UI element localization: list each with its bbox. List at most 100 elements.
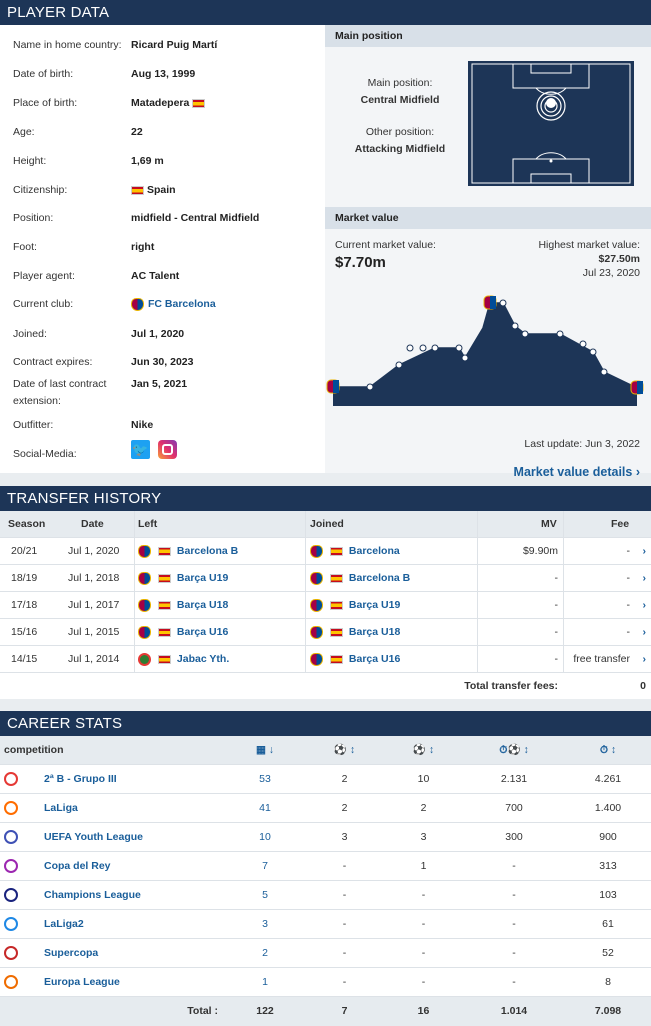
club-crest-icon (310, 625, 323, 639)
competition-link[interactable]: Supercopa (44, 947, 99, 959)
club-crest-icon (310, 544, 323, 558)
career-row: Champions League 5- - -103 (0, 881, 651, 910)
joined-club-link[interactable]: Barcelona (348, 545, 400, 557)
joined-club-link[interactable]: Barça U16 (348, 653, 401, 665)
barcelona-crest-icon (131, 297, 144, 311)
competition-logo-icon (4, 975, 18, 989)
joined-club-link[interactable]: Barça U19 (348, 599, 401, 611)
competition-link[interactable]: LaLiga (44, 802, 78, 814)
other-position-label: Other position: (365, 126, 435, 138)
club-crest-icon (138, 598, 151, 612)
transfer-row[interactable]: 17/18 Jul 1, 2017 Barça U18 Barça U19- - › (0, 592, 651, 619)
assists-sort-icon[interactable]: ⚽ ↕ (412, 744, 435, 756)
career-row: Europa League 1- - -8 (0, 968, 651, 997)
goals-sort-icon[interactable]: ⚽ ↕ (333, 744, 356, 756)
minutes-sort-icon[interactable]: ⏱ ↕ (599, 744, 617, 756)
player-info: Name in home country: Ricard Puig Martí D… (13, 39, 260, 460)
appearances-link[interactable]: 7 (262, 860, 268, 872)
chevron-right-icon[interactable]: › (642, 626, 647, 638)
left-club-link[interactable]: Barça U16 (176, 626, 229, 638)
market-value-header: Market value (325, 207, 651, 229)
club-link[interactable]: FC Barcelona (148, 298, 216, 310)
appearances-link[interactable]: 10 (259, 831, 271, 843)
current-mv-value: $7.70m (335, 254, 386, 271)
competition-logo-icon (4, 830, 18, 844)
competition-link[interactable]: Europa League (44, 976, 120, 988)
transfer-history-section: TRANSFER HISTORY Season Date Left Joined… (0, 486, 651, 699)
club-crest-icon (310, 598, 323, 612)
competition-logo-icon (4, 772, 18, 786)
player-data-header: PLAYER DATA (0, 0, 651, 25)
highest-mv-label: Highest market value: (538, 239, 640, 251)
chevron-right-icon[interactable]: › (642, 572, 647, 584)
market-value-chart (326, 295, 644, 406)
spain-flag-icon (330, 546, 343, 556)
main-position-value: Central Midfield (360, 94, 440, 106)
career-row: 2ª B - Grupo III 53 2 10 2.131 4.261 (0, 765, 651, 794)
dob-link[interactable]: Aug 13, 1999 (131, 68, 196, 80)
career-table-header: competition ▦ ↓ ⚽ ↕ ⚽ ↕ ⏱⚽ ↕ ⏱ ↕ (0, 736, 651, 765)
competition-link[interactable]: UEFA Youth League (44, 831, 143, 843)
instagram-icon[interactable] (157, 440, 177, 459)
transfer-total-row: Total transfer fees: 0 (464, 680, 646, 692)
career-row: Copa del Rey 7-1-313 (0, 852, 651, 881)
highest-mv-date: Jul 23, 2020 (582, 267, 640, 279)
transfer-table-header: Season Date Left Joined MV Fee (0, 511, 651, 538)
transfer-row[interactable]: 20/21 Jul 1, 2020 Barcelona B Barcelona $9… (0, 538, 651, 565)
spain-flag-icon (158, 654, 171, 664)
spain-flag-icon (158, 573, 171, 583)
main-position-label: Main position: (367, 77, 433, 89)
spain-flag-icon (192, 98, 206, 108)
other-position-value: Attacking Midfield (354, 143, 446, 155)
spain-flag-icon (330, 627, 343, 637)
club-crest-icon (138, 571, 151, 585)
current-mv-label: Current market value: (335, 239, 436, 251)
player-data-section: PLAYER DATA Name in home country: Ricard … (0, 0, 651, 479)
chevron-right-icon[interactable]: › (642, 653, 647, 665)
left-club-link[interactable]: Jabac Yth. (176, 653, 230, 665)
side-panel: Main position Main position: Central Mid… (325, 25, 651, 479)
appearances-link[interactable]: 41 (259, 802, 271, 814)
transfer-row[interactable]: 18/19 Jul 1, 2018 Barça U19 Barcelona B--… (0, 565, 651, 592)
career-stats-header: CAREER STATS (0, 711, 651, 736)
career-total-row: Total : 122 7 16 1.014 7.098 (0, 997, 651, 1026)
spain-flag-icon (158, 600, 171, 610)
competition-logo-icon (4, 859, 18, 873)
competition-link[interactable]: Champions League (44, 889, 141, 901)
joined-club-link[interactable]: Barça U18 (348, 626, 401, 638)
appearances-link[interactable]: 53 (259, 773, 271, 785)
twitter-icon[interactable]: 🐦 (131, 440, 150, 459)
competition-logo-icon (4, 801, 18, 815)
left-club-link[interactable]: Barça U19 (176, 572, 229, 584)
competition-link[interactable]: Copa del Rey (44, 860, 111, 872)
competition-logo-icon (4, 917, 18, 931)
appearances-link[interactable]: 3 (262, 918, 268, 930)
spain-flag-icon (330, 573, 343, 583)
joined-club-link[interactable]: Barcelona B (348, 572, 411, 584)
highest-mv-value: $27.50m (598, 253, 640, 265)
transfer-row[interactable]: 14/15 Jul 1, 2014 Jabac Yth. Barça U16- fr… (0, 646, 651, 673)
last-update: Last update: Jun 3, 2022 (524, 438, 640, 450)
appearances-link[interactable]: 1 (262, 976, 268, 988)
appearances-link[interactable]: 5 (262, 889, 268, 901)
left-club-link[interactable]: Barça U18 (176, 599, 229, 611)
chevron-right-icon: › (635, 465, 640, 479)
spain-flag-icon (158, 627, 171, 637)
left-club-link[interactable]: Barcelona B (176, 545, 239, 557)
competition-logo-icon (4, 946, 18, 960)
minutes-per-goal-sort-icon[interactable]: ⏱⚽ ↕ (499, 744, 529, 756)
club-crest-icon (310, 652, 323, 666)
career-row: LaLiga2 3- - -61 (0, 910, 651, 939)
market-value-details-link[interactable]: Market value details › (513, 465, 640, 479)
transfer-row[interactable]: 15/16 Jul 1, 2015 Barça U16 Barça U18- - › (0, 619, 651, 646)
competition-link[interactable]: 2ª B - Grupo III (44, 773, 117, 785)
agent-link[interactable]: AC Talent (131, 270, 180, 282)
career-row: LaLiga 41 2 2 700 1.400 (0, 794, 651, 823)
pitch-diagram (468, 61, 634, 186)
appearances-sort-icon[interactable]: ▦ ↓ (255, 744, 275, 756)
appearances-link[interactable]: 2 (262, 947, 268, 959)
chevron-right-icon[interactable]: › (642, 545, 647, 557)
chevron-right-icon[interactable]: › (642, 599, 647, 611)
main-position-box: Main position Main position: Central Mid… (325, 25, 651, 205)
competition-link[interactable]: LaLiga2 (44, 918, 84, 930)
